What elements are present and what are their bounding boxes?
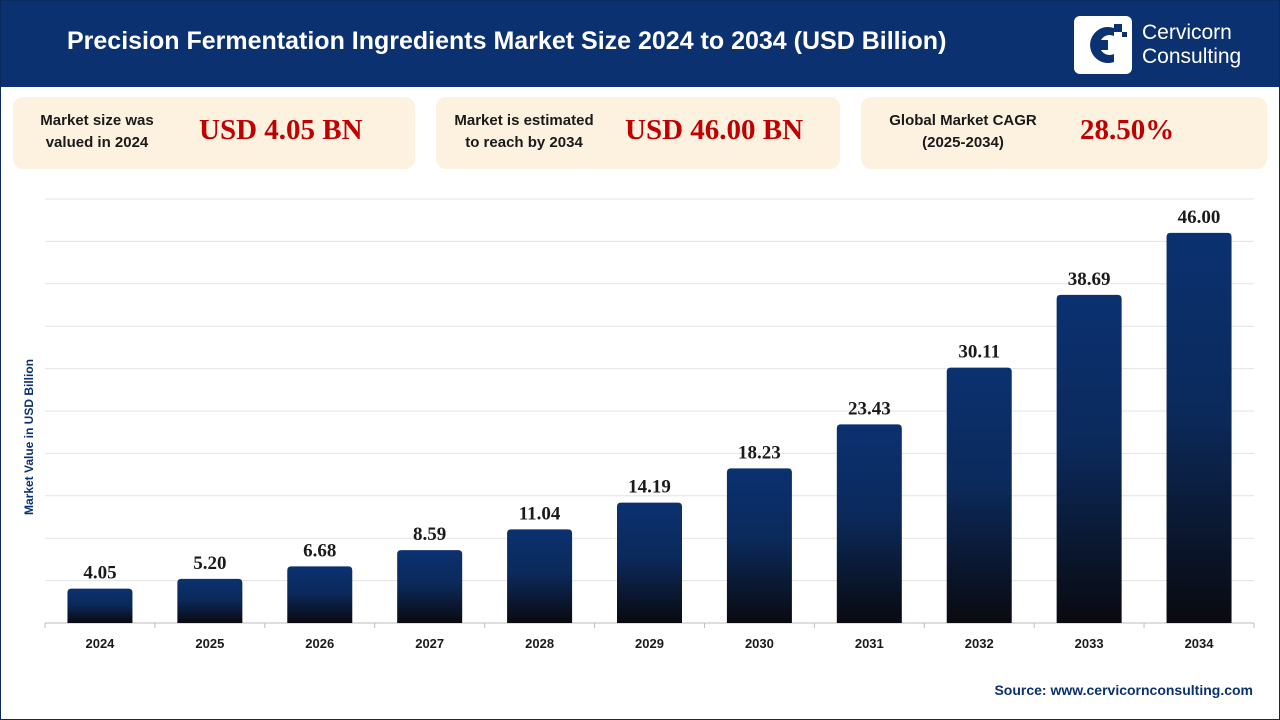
stat-card-label-line1: Global Market CAGR — [889, 112, 1037, 129]
bar-2030 — [726, 468, 792, 623]
x-tick-label-2026: 2026 — [305, 636, 334, 651]
stat-card-label-line2: to reach by 2034 — [465, 134, 583, 151]
x-tick-label-2030: 2030 — [745, 636, 774, 651]
stat-card-label: Global Market CAGR (2025-2034) — [877, 110, 1049, 154]
x-tick-label-2028: 2028 — [525, 636, 554, 651]
x-tick-labels: 2024 2025 2026 2027 2028 2029 2030 2031 2032 2033… — [85, 636, 1214, 651]
value-label-2033: 38.69 — [1068, 269, 1111, 290]
cervicorn-logo-icon — [1074, 16, 1132, 74]
bar-2024 — [67, 588, 133, 623]
x-tick-label-2029: 2029 — [635, 636, 664, 651]
x-tick-label-2027: 2027 — [415, 636, 444, 651]
x-tick-label-2024: 2024 — [85, 636, 115, 651]
bar-2026 — [287, 566, 353, 623]
x-tick-label-2034: 2034 — [1185, 636, 1215, 651]
brand-name-line2: Consulting — [1142, 45, 1242, 68]
stat-card-label-line1: Market size was — [40, 112, 154, 129]
stat-card-label: Market size was valued in 2024 — [31, 110, 163, 154]
bar-2033 — [1056, 294, 1122, 623]
brand-name: Cervicorn Consulting — [1142, 21, 1241, 69]
bars — [67, 232, 1232, 624]
value-label-2030: 18.23 — [738, 442, 781, 463]
stat-card-label-line2: (2025-2034) — [922, 134, 1004, 151]
stat-card-value: 28.50% — [1080, 114, 1175, 146]
value-label-2031: 23.43 — [848, 398, 891, 419]
stat-card-value: USD 4.05 BN — [199, 114, 363, 146]
bar-2034 — [1166, 232, 1232, 624]
stat-card-label: Market is estimated to reach by 2034 — [444, 110, 604, 154]
bar-2025 — [177, 578, 243, 623]
stat-card-value: USD 46.00 BN — [625, 114, 804, 146]
value-label-2026: 6.68 — [303, 540, 336, 561]
stat-card-market-estimate-2034: Market is estimated to reach by 2034 USD… — [436, 97, 840, 169]
bar-2031 — [836, 424, 902, 623]
value-label-2034: 46.00 — [1178, 207, 1221, 228]
bar-2027 — [397, 550, 463, 623]
value-label-2029: 14.19 — [628, 477, 671, 498]
value-labels: 4.05 5.20 6.68 8.59 11.04 14.19 18.23 23.43 30.1… — [83, 207, 1220, 584]
y-axis-label: Market Value in USD Billion — [22, 358, 36, 516]
value-label-2028: 11.04 — [519, 503, 561, 524]
header-banner: Precision Fermentation Ingredients Marke… — [1, 1, 1279, 87]
value-label-2027: 8.59 — [413, 524, 446, 545]
bar-2029 — [617, 502, 682, 623]
brand-name-line1: Cervicorn — [1142, 21, 1232, 44]
x-tick-label-2025: 2025 — [195, 636, 224, 651]
value-label-2032: 30.11 — [958, 342, 1000, 363]
page-title: Precision Fermentation Ingredients Marke… — [67, 27, 947, 55]
logo-mark-icon — [1090, 24, 1127, 63]
value-label-2025: 5.20 — [193, 553, 226, 574]
x-tick-label-2031: 2031 — [855, 636, 884, 651]
bar-2028 — [507, 529, 573, 623]
x-axis — [44, 622, 1255, 628]
stat-card-cagr: Global Market CAGR (2025-2034) 28.50% — [861, 97, 1267, 169]
stat-card-label-line1: Market is estimated — [454, 112, 594, 129]
gridlines — [45, 198, 1254, 582]
bar-2032 — [946, 367, 1012, 623]
source-note: Source: www.cervicornconsulting.com — [994, 682, 1253, 698]
x-tick-label-2033: 2033 — [1075, 636, 1104, 651]
stat-card-market-size-2024: Market size was valued in 2024 USD 4.05 … — [13, 97, 415, 169]
value-label-2024: 4.05 — [83, 563, 116, 584]
stat-card-label-line2: valued in 2024 — [45, 134, 149, 151]
x-tick-label-2032: 2032 — [965, 636, 994, 651]
